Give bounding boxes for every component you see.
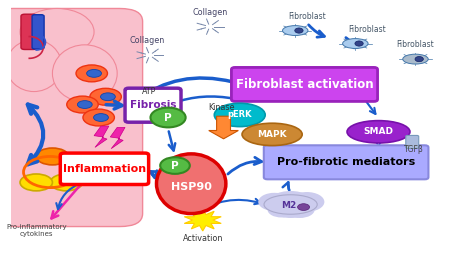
Ellipse shape (67, 96, 98, 113)
Text: ATP: ATP (142, 87, 157, 96)
Ellipse shape (53, 45, 117, 102)
FancyBboxPatch shape (32, 15, 44, 49)
Circle shape (289, 192, 324, 212)
Ellipse shape (295, 28, 303, 33)
Ellipse shape (403, 54, 428, 64)
FancyBboxPatch shape (60, 153, 149, 185)
Text: Pro-inflammatory
cytokines: Pro-inflammatory cytokines (6, 224, 66, 237)
Text: Fibrosis: Fibrosis (130, 100, 176, 110)
Ellipse shape (415, 57, 423, 62)
Ellipse shape (87, 69, 101, 77)
Text: P: P (171, 161, 179, 170)
Ellipse shape (77, 101, 92, 108)
Text: SMAD: SMAD (364, 127, 393, 136)
Text: Fibroblast: Fibroblast (348, 25, 386, 34)
Text: Collagen: Collagen (192, 8, 228, 17)
Polygon shape (184, 209, 221, 231)
Ellipse shape (36, 148, 69, 165)
Circle shape (267, 202, 295, 217)
Text: pERK: pERK (228, 110, 252, 120)
FancyBboxPatch shape (125, 88, 181, 122)
Ellipse shape (50, 174, 82, 191)
Circle shape (285, 201, 315, 218)
Ellipse shape (343, 39, 368, 49)
FancyBboxPatch shape (231, 67, 378, 102)
Text: Inflammation: Inflammation (63, 164, 146, 174)
Text: Collagen: Collagen (129, 37, 165, 45)
FancyBboxPatch shape (21, 14, 36, 50)
Ellipse shape (93, 114, 109, 121)
Text: Fibroblast: Fibroblast (397, 40, 434, 49)
Text: MAPK: MAPK (257, 130, 287, 139)
Ellipse shape (20, 9, 94, 55)
Ellipse shape (214, 103, 265, 127)
Circle shape (160, 157, 190, 174)
Text: Pro-fibrotic mediators: Pro-fibrotic mediators (277, 157, 415, 167)
Circle shape (258, 193, 291, 211)
Text: M2: M2 (281, 201, 296, 210)
FancyBboxPatch shape (0, 9, 143, 227)
Polygon shape (209, 116, 238, 139)
Ellipse shape (76, 65, 108, 82)
Ellipse shape (283, 26, 308, 35)
Ellipse shape (90, 88, 121, 105)
Ellipse shape (6, 40, 62, 92)
Circle shape (298, 204, 310, 210)
Text: Fibroblast activation: Fibroblast activation (236, 78, 374, 91)
Ellipse shape (242, 123, 302, 146)
Ellipse shape (156, 154, 226, 213)
Ellipse shape (83, 109, 114, 126)
Ellipse shape (100, 93, 115, 101)
Ellipse shape (355, 41, 363, 46)
Text: Fibroblast: Fibroblast (288, 12, 326, 21)
Text: Activation: Activation (182, 234, 223, 243)
Text: Kinase: Kinase (208, 103, 235, 112)
Polygon shape (94, 126, 109, 147)
Text: P: P (164, 112, 172, 122)
Text: HSP90: HSP90 (171, 182, 211, 192)
Circle shape (150, 108, 186, 127)
Ellipse shape (347, 121, 410, 143)
Text: TGFβ: TGFβ (404, 145, 424, 155)
Polygon shape (110, 127, 125, 149)
Ellipse shape (20, 174, 53, 191)
FancyBboxPatch shape (406, 135, 419, 149)
FancyBboxPatch shape (264, 145, 428, 179)
Circle shape (266, 191, 315, 218)
